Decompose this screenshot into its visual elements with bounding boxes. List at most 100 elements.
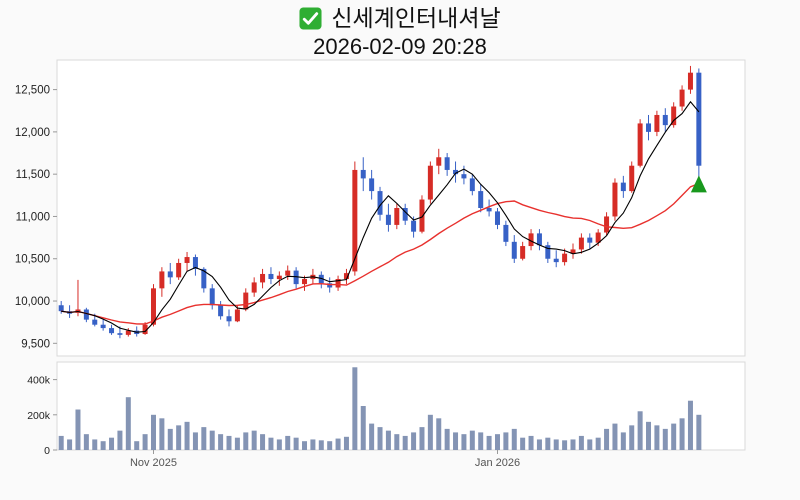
candle-down bbox=[201, 268, 207, 289]
volume-bar bbox=[352, 367, 358, 450]
candle-up bbox=[184, 257, 190, 263]
volume-bar bbox=[209, 430, 215, 450]
volume-bar bbox=[176, 425, 182, 450]
time-axis: Nov 2025 Jan 2026 bbox=[130, 450, 520, 469]
candle-up bbox=[125, 330, 131, 335]
volume-bar bbox=[570, 439, 576, 450]
price-axis: 9,500 10,000 10,500 11,000 11,500 12,000 12,50… bbox=[15, 85, 57, 350]
volume-bar bbox=[369, 423, 375, 450]
candle-up bbox=[394, 208, 400, 225]
candle-up bbox=[687, 72, 693, 90]
candle-down bbox=[646, 123, 652, 132]
volume-bar bbox=[411, 432, 417, 450]
volume-axis: 0 200k 400k bbox=[27, 375, 57, 457]
volume-bar bbox=[260, 434, 266, 450]
stock-name: 신세계인터내셔날 bbox=[331, 5, 501, 31]
volume-bar bbox=[646, 421, 652, 450]
volume-bar bbox=[595, 437, 601, 450]
volume-bar bbox=[150, 414, 156, 450]
volume-bar bbox=[302, 441, 308, 450]
candle-up bbox=[679, 89, 685, 107]
volume-bar bbox=[377, 427, 383, 450]
volume-bar bbox=[419, 427, 425, 450]
volume-bar bbox=[486, 435, 492, 450]
volume-bar bbox=[545, 437, 551, 450]
candle-up bbox=[243, 292, 249, 310]
candle-down bbox=[536, 233, 542, 246]
candle-down bbox=[318, 274, 324, 284]
volume-bar bbox=[251, 430, 257, 450]
volume-bar bbox=[134, 441, 140, 450]
candle-up bbox=[302, 279, 308, 285]
volume-bar bbox=[293, 437, 299, 450]
volume-bar bbox=[696, 414, 702, 450]
volume-bar bbox=[192, 432, 198, 450]
candle-up bbox=[570, 249, 576, 254]
volume-bar bbox=[385, 430, 391, 450]
candle-down bbox=[444, 157, 450, 170]
candle-down bbox=[117, 333, 123, 335]
volume-bar bbox=[478, 432, 484, 450]
volume-bar bbox=[511, 428, 517, 450]
volume-bar bbox=[587, 439, 593, 450]
time-tick-label: Jan 2026 bbox=[475, 457, 520, 469]
candle-up bbox=[612, 182, 618, 217]
ma-short-line bbox=[61, 100, 700, 333]
volume-bar bbox=[562, 440, 568, 450]
candle-down bbox=[58, 305, 64, 312]
candle-down bbox=[503, 224, 509, 242]
candle-up bbox=[562, 253, 568, 263]
check-icon bbox=[299, 6, 322, 30]
volume-bar bbox=[125, 397, 131, 450]
candle-down bbox=[100, 324, 106, 329]
volume-bar bbox=[75, 409, 81, 450]
candle-down bbox=[218, 305, 224, 317]
volume-bar bbox=[327, 441, 333, 450]
candle-up bbox=[335, 279, 341, 288]
time-tick-label: Nov 2025 bbox=[130, 457, 177, 469]
volume-bar bbox=[276, 439, 282, 450]
volume-bar bbox=[67, 439, 73, 450]
volume-bar bbox=[243, 432, 249, 450]
volume-tick-label: 400k bbox=[27, 375, 51, 387]
volume-bar bbox=[394, 434, 400, 450]
candle-up bbox=[528, 233, 534, 247]
volume-bar bbox=[100, 441, 106, 450]
candle-down bbox=[293, 270, 299, 285]
price-tick-label: 11,500 bbox=[16, 169, 50, 181]
volume-bar bbox=[679, 418, 685, 450]
candle-up bbox=[176, 262, 182, 278]
candle-down bbox=[268, 273, 274, 280]
candle-up bbox=[637, 123, 643, 166]
candle-down bbox=[461, 174, 467, 179]
candle-down bbox=[377, 191, 383, 215]
price-tick-label: 11,000 bbox=[16, 211, 50, 223]
candle-up bbox=[578, 237, 584, 250]
checked-checkbox-icon[interactable] bbox=[299, 6, 322, 30]
candle-down bbox=[486, 208, 492, 212]
volume-bar bbox=[553, 439, 559, 450]
candle-down bbox=[511, 241, 517, 259]
candle-down bbox=[167, 271, 173, 278]
volume-bar bbox=[310, 439, 316, 450]
volume-bar bbox=[201, 427, 207, 450]
volume-bar bbox=[58, 435, 64, 450]
candle-up bbox=[234, 309, 240, 322]
volume-bar bbox=[520, 437, 526, 450]
candle-up bbox=[285, 270, 291, 276]
candle-up bbox=[276, 275, 282, 280]
volume-bar bbox=[578, 435, 584, 450]
volume-tick-label: 0 bbox=[44, 445, 50, 457]
volume-bar bbox=[285, 435, 291, 450]
volume-bar bbox=[218, 434, 224, 450]
candle-down bbox=[109, 328, 115, 334]
volume-bar bbox=[360, 406, 366, 450]
candle-up bbox=[159, 271, 165, 289]
candle-down bbox=[662, 114, 668, 126]
price-tick-label: 12,000 bbox=[15, 127, 50, 139]
volume-bar bbox=[184, 421, 190, 450]
candle-down bbox=[369, 178, 375, 192]
candle-down bbox=[545, 245, 551, 259]
volume-tick-label: 200k bbox=[27, 410, 51, 422]
